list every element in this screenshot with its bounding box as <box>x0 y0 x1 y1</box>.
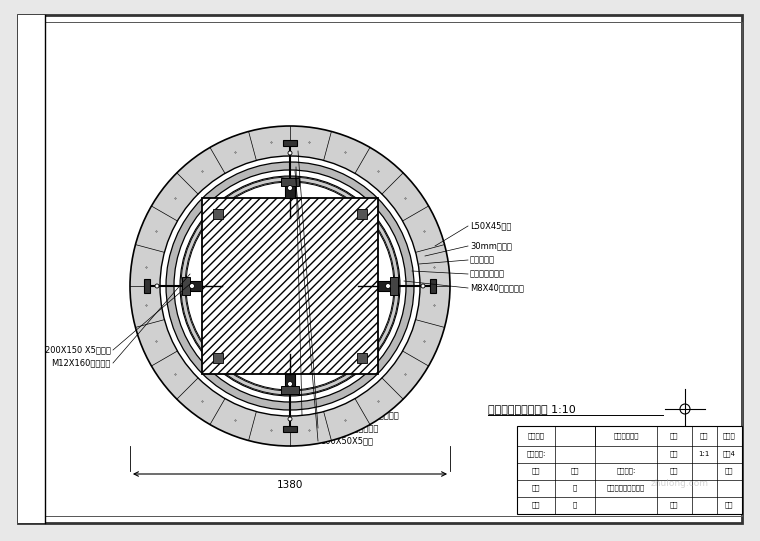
Text: 工程名称: 工程名称 <box>527 433 544 439</box>
Circle shape <box>130 126 450 446</box>
Text: 1380: 1380 <box>277 480 303 490</box>
Circle shape <box>287 381 293 386</box>
Circle shape <box>288 417 292 421</box>
Text: 文平: 文平 <box>571 468 579 474</box>
Bar <box>430 279 436 293</box>
Bar <box>18 15 45 523</box>
Bar <box>213 353 223 363</box>
Text: zhulong.com: zhulong.com <box>651 478 709 487</box>
Circle shape <box>189 283 195 288</box>
Text: 1:1: 1:1 <box>698 451 710 457</box>
Text: 出口量: 出口量 <box>723 433 736 439</box>
Text: 图纸名称:: 图纸名称: <box>616 468 635 474</box>
Bar <box>281 386 299 394</box>
Text: 某办公楼工程: 某办公楼工程 <box>613 433 638 439</box>
Bar <box>184 281 202 291</box>
Circle shape <box>421 284 425 288</box>
Bar <box>202 198 378 374</box>
Bar <box>285 180 295 198</box>
Text: 比例: 比例 <box>670 451 678 457</box>
Bar <box>390 277 398 295</box>
Text: 200X150 X5钢板焊: 200X150 X5钢板焊 <box>45 346 111 354</box>
Bar <box>285 374 295 392</box>
Text: 20: 20 <box>424 247 434 255</box>
Circle shape <box>160 156 420 416</box>
Bar <box>202 198 378 374</box>
Text: 图号: 图号 <box>670 433 678 439</box>
Circle shape <box>180 176 400 396</box>
Text: 图纸名称:: 图纸名称: <box>527 451 546 457</box>
Text: 100X50X5角钢: 100X50X5角钢 <box>320 437 373 445</box>
Text: 30mm厚石材: 30mm厚石材 <box>470 241 512 250</box>
Circle shape <box>155 284 159 288</box>
Text: 图号4: 图号4 <box>723 451 736 457</box>
Text: 石材包圆柱横剖节点: 石材包圆柱横剖节点 <box>607 485 645 491</box>
Text: 石材包圆柱横剖节点 1:10: 石材包圆柱横剖节点 1:10 <box>488 404 576 414</box>
Bar <box>144 279 150 293</box>
Bar <box>378 281 396 291</box>
Text: 总图: 总图 <box>700 433 708 439</box>
Text: 赵: 赵 <box>573 485 577 491</box>
Text: M12x80不锈钢螺栓: M12x80不锈钢螺栓 <box>320 424 378 432</box>
Text: 陈: 陈 <box>573 502 577 509</box>
Circle shape <box>174 170 406 402</box>
Text: M12X160化学锚栓: M12X160化学锚栓 <box>52 359 111 367</box>
Bar <box>517 426 742 514</box>
Text: M8X40不锈钢螺栓: M8X40不锈钢螺栓 <box>470 283 524 293</box>
Text: 不锈钢挂件: 不锈钢挂件 <box>470 255 495 265</box>
Bar <box>283 426 297 432</box>
Text: 第页: 第页 <box>725 502 733 509</box>
Bar <box>281 178 299 186</box>
Text: 校对: 校对 <box>532 485 540 491</box>
Bar <box>357 209 367 219</box>
Bar <box>182 277 190 295</box>
Circle shape <box>186 182 394 390</box>
Text: 审定: 审定 <box>532 502 540 509</box>
Bar <box>283 140 297 146</box>
Circle shape <box>166 162 414 410</box>
Text: L50X45角钢: L50X45角钢 <box>470 221 511 230</box>
Text: 版本: 版本 <box>670 502 678 509</box>
Text: 初版: 初版 <box>725 468 733 474</box>
Bar <box>213 209 223 219</box>
Bar <box>357 353 367 363</box>
Text: 制图: 制图 <box>532 468 540 474</box>
Circle shape <box>288 151 292 155</box>
Text: (150+40)X60 X8不锈钢挂件: (150+40)X60 X8不锈钢挂件 <box>304 411 399 419</box>
Circle shape <box>385 283 391 288</box>
Text: 版本: 版本 <box>670 468 678 474</box>
Text: 加强型龙骨挂件: 加强型龙骨挂件 <box>470 269 505 279</box>
Circle shape <box>287 186 293 190</box>
